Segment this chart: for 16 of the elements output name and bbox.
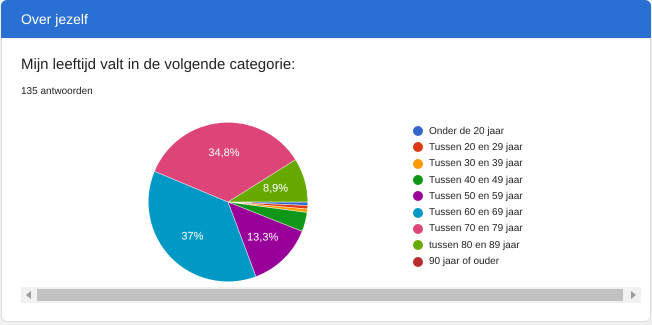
data-label: 13,3% xyxy=(247,231,278,244)
text: Over jezelf xyxy=(21,11,88,27)
legend-label: Onder de 20 jaar xyxy=(428,124,506,139)
legend-label: Tussen 60 en 69 jaar xyxy=(428,206,523,220)
text: 135 antwoorden xyxy=(21,86,93,97)
legend-label: 90 jaar of ouder xyxy=(428,255,500,270)
data-label: 37% xyxy=(181,230,204,242)
legend-label: Tussen 50 en 59 jaar xyxy=(428,190,523,204)
legend-label: tussen 80 en 89 jaar xyxy=(428,238,521,253)
data-label: 8,9% xyxy=(262,182,288,194)
data-label: 34,8% xyxy=(208,146,240,159)
legend-label: Tussen 20 en 29 jaar xyxy=(428,140,523,155)
legend-label: Tussen 40 en 49 jaar xyxy=(428,174,523,188)
legend-label: Tussen 70 en 79 jaar xyxy=(428,222,523,236)
legend-label: Tussen 30 en 39 jaar xyxy=(428,157,523,172)
chart-title: Mijn leeftijd valt in de volgende categorie: xyxy=(21,56,296,73)
